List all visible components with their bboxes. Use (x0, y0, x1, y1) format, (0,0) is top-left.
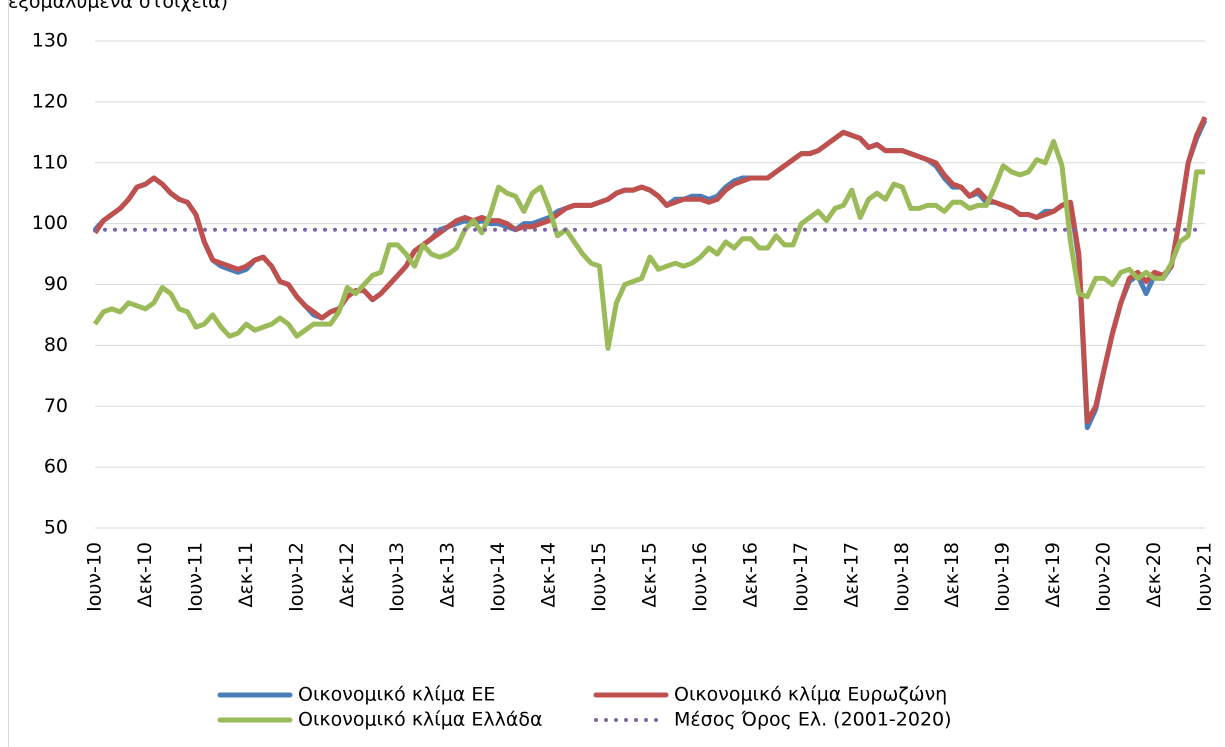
x-tick-label: Ιουν-12 (285, 542, 307, 612)
x-tick-label: Δεκ-11 (235, 542, 257, 608)
x-tick-label: Δεκ-14 (538, 542, 560, 608)
series-line (92, 116, 1208, 424)
x-tick-label: Ιουν-14 (487, 542, 509, 612)
legend-label: Μέσος Όρος Ελ. (2001-2020) (674, 709, 952, 731)
x-tick-label: Ιουν-16 (689, 542, 711, 612)
x-tick-label: Ιουν-17 (790, 542, 812, 612)
y-tick-label: 60 (44, 456, 68, 478)
x-tick-label: Ιουν-20 (1093, 542, 1115, 612)
y-tick-label: 100 (32, 212, 68, 234)
y-tick-label: 120 (32, 90, 68, 112)
y-tick-label: 130 (32, 30, 68, 52)
x-tick-label: Ιουν-15 (588, 542, 610, 612)
x-tick-label: Δεκ-18 (941, 542, 963, 608)
legend-label: Οικονομικό κλίμα Ελλάδα (298, 709, 543, 731)
y-tick-label: 110 (32, 151, 68, 173)
x-tick-label: Ιουν-11 (184, 542, 206, 612)
y-tick-label: 70 (44, 395, 68, 417)
y-tick-label: 90 (44, 273, 68, 295)
series-line (93, 119, 1208, 431)
x-tick-label: Ιουν-19 (992, 542, 1014, 612)
x-tick-label: Δεκ-10 (134, 542, 156, 608)
x-tick-label: Ιουν-10 (84, 542, 106, 612)
x-tick-label: Δεκ-17 (840, 542, 862, 608)
chart-frame (8, 0, 9, 747)
x-tick-label: Δεκ-15 (639, 542, 661, 608)
y-tick-label: 50 (44, 517, 68, 539)
x-tick-label: Ιουν-13 (386, 542, 408, 612)
x-tick-label: Ιουν-18 (891, 542, 913, 612)
x-tick-label: Δεκ-16 (739, 542, 761, 608)
x-tick-label: Δεκ-12 (336, 542, 358, 608)
x-tick-label: Δεκ-20 (1143, 542, 1165, 608)
series-line (92, 138, 1205, 351)
legend-label: Οικονομικό κλίμα ΕΕ (298, 684, 495, 706)
chart-title: εξομαλυμένα στοιχεία) (8, 0, 228, 13)
legend-label: Οικονομικό κλίμα Ευρωζώνη (674, 684, 947, 706)
y-tick-label: 80 (44, 334, 68, 356)
x-tick-label: Δεκ-19 (1042, 542, 1064, 608)
x-tick-label: Ιουν-21 (1194, 542, 1216, 612)
x-tick-label: Δεκ-13 (437, 542, 459, 608)
